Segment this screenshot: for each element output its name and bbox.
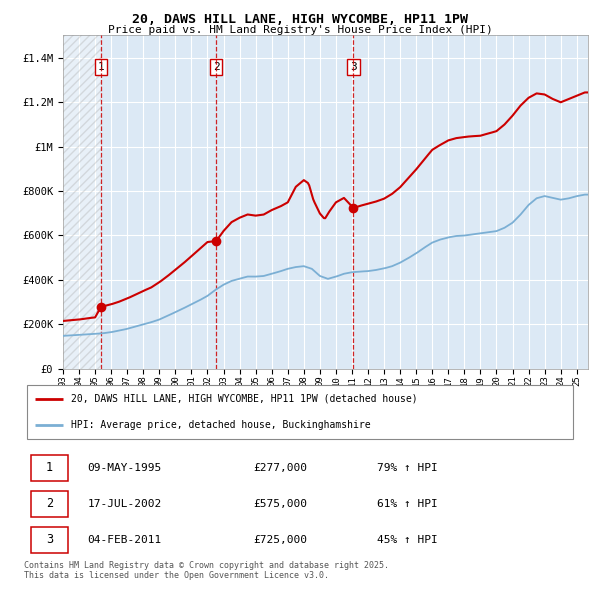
Text: Contains HM Land Registry data © Crown copyright and database right 2025.
This d: Contains HM Land Registry data © Crown c…	[24, 560, 389, 580]
Text: £277,000: £277,000	[253, 463, 307, 473]
Text: 79% ↑ HPI: 79% ↑ HPI	[377, 463, 438, 473]
Text: £575,000: £575,000	[253, 499, 307, 509]
Text: 20, DAWS HILL LANE, HIGH WYCOMBE, HP11 1PW (detached house): 20, DAWS HILL LANE, HIGH WYCOMBE, HP11 1…	[71, 394, 418, 404]
Text: 3: 3	[46, 533, 53, 546]
FancyBboxPatch shape	[27, 385, 573, 439]
Text: Price paid vs. HM Land Registry's House Price Index (HPI): Price paid vs. HM Land Registry's House …	[107, 25, 493, 35]
Text: £725,000: £725,000	[253, 535, 307, 545]
Text: 3: 3	[350, 62, 357, 72]
Text: 1: 1	[98, 62, 104, 72]
Text: 09-MAY-1995: 09-MAY-1995	[88, 463, 162, 473]
Bar	[63, 35, 101, 369]
FancyBboxPatch shape	[31, 527, 68, 552]
Text: HPI: Average price, detached house, Buckinghamshire: HPI: Average price, detached house, Buck…	[71, 420, 371, 430]
Text: 20, DAWS HILL LANE, HIGH WYCOMBE, HP11 1PW: 20, DAWS HILL LANE, HIGH WYCOMBE, HP11 1…	[132, 13, 468, 26]
Text: 04-FEB-2011: 04-FEB-2011	[88, 535, 162, 545]
Text: 2: 2	[213, 62, 220, 72]
Text: 1: 1	[46, 461, 53, 474]
Text: 2: 2	[46, 497, 53, 510]
Text: 45% ↑ HPI: 45% ↑ HPI	[377, 535, 438, 545]
FancyBboxPatch shape	[31, 455, 68, 481]
FancyBboxPatch shape	[31, 491, 68, 517]
Text: 17-JUL-2002: 17-JUL-2002	[88, 499, 162, 509]
Text: 61% ↑ HPI: 61% ↑ HPI	[377, 499, 438, 509]
